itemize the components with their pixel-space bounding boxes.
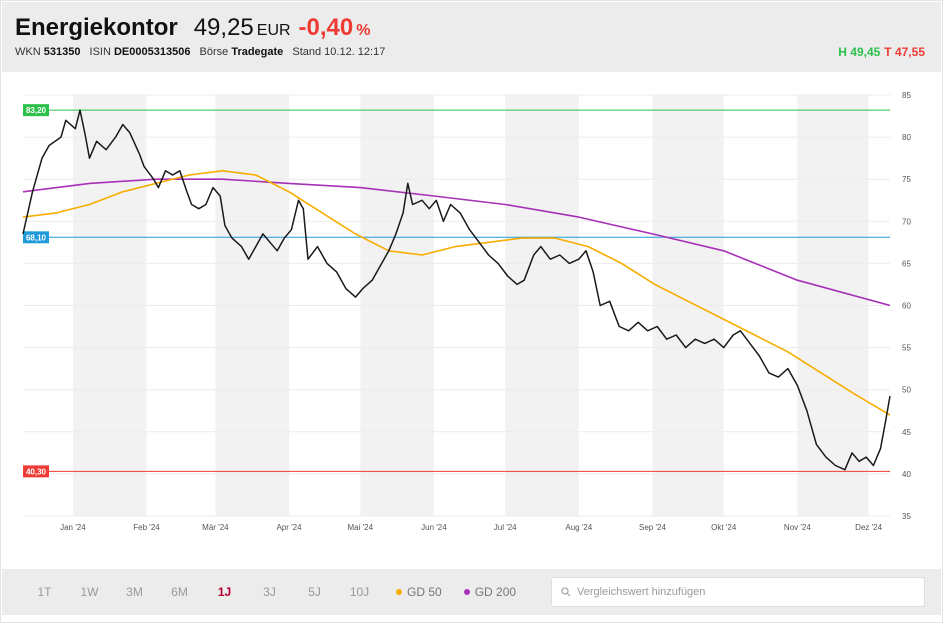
level-badge	[23, 104, 49, 117]
y-tick-label: 50	[902, 386, 911, 395]
level-badge	[23, 231, 49, 244]
x-tick-label: Jan '24	[60, 523, 86, 532]
timestamp: Stand 10.12. 12:17	[292, 46, 386, 58]
price-change-unit: %	[356, 22, 371, 39]
level-label: 40,30	[26, 467, 47, 476]
legend-toggle-gd-200[interactable]: GD 200	[463, 585, 517, 599]
day-range: H 49,45 T 47,55	[838, 45, 925, 59]
compare-search-input[interactable]	[577, 586, 917, 598]
y-tick-label: 55	[902, 344, 911, 353]
chart-legend: GD 50 GD 200	[396, 569, 538, 615]
series-line-gd-50	[22, 170, 891, 416]
price-change: -0,40	[298, 14, 354, 41]
isin-value: DE0005313506	[113, 46, 191, 58]
y-tick-label: 80	[902, 133, 911, 142]
y-tick-label: 70	[902, 217, 911, 226]
y-tick-label: 75	[902, 175, 911, 184]
title-line: Energiekontor 49,25 EUR -0,40%	[15, 14, 370, 42]
y-tick-label: 85	[902, 91, 911, 100]
stock-header: Energiekontor 49,25 EUR -0,40% WKN 531350 I…	[2, 2, 941, 72]
y-tick-label: 45	[902, 428, 911, 437]
x-tick-label: Feb '24	[133, 523, 160, 532]
y-tick-label: 35	[902, 512, 911, 521]
range-button-6m[interactable]: 6M	[171, 585, 188, 599]
range-button-1w[interactable]: 1W	[80, 585, 99, 599]
x-tick-label: Mär '24	[202, 523, 229, 532]
x-tick-label: Mai '24	[348, 523, 374, 532]
day-low: T 47,55	[884, 45, 925, 59]
wkn-value: 531350	[43, 46, 81, 58]
exchange-value: Tradegate	[231, 46, 284, 58]
level-label: 83,20	[26, 106, 47, 115]
range-button-1t[interactable]: 1T	[37, 585, 52, 599]
level-badge	[23, 465, 49, 478]
legend-label: GD 200	[474, 585, 517, 599]
x-tick-label: Apr '24	[276, 523, 302, 532]
compare-search[interactable]	[551, 577, 925, 607]
x-tick-label: Okt '24	[711, 523, 737, 532]
security-meta: WKN 531350 ISIN DE0005313506 Börse Trade…	[15, 46, 385, 58]
x-tick-label: Sep '24	[639, 523, 666, 532]
chart-controls: 1T 1W 3M 6M 1J 3J 5J 10J GD 50 GD 200	[2, 569, 941, 615]
wkn-label: WKN	[15, 46, 41, 58]
y-tick-label: 65	[902, 259, 911, 268]
search-icon	[561, 587, 571, 597]
range-button-5j[interactable]: 5J	[308, 585, 321, 599]
day-high: H 49,45	[838, 45, 881, 59]
exchange-label: Börse	[199, 46, 229, 58]
range-selector: 1T 1W 3M 6M 1J 3J 5J 10J	[22, 569, 382, 615]
isin-label: ISIN	[89, 46, 111, 58]
current-price: 49,25	[193, 14, 254, 41]
legend-dot-icon	[396, 589, 402, 595]
x-tick-label: Dez '24	[855, 523, 882, 532]
currency: EUR	[256, 22, 291, 39]
level-label: 68,10	[26, 233, 47, 242]
x-tick-label: Jun '24	[421, 523, 447, 532]
series-line-kurs	[22, 109, 891, 471]
series-line-gd-200	[22, 178, 891, 307]
legend-toggle-gd-50[interactable]: GD 50	[396, 585, 442, 599]
range-button-3m[interactable]: 3M	[126, 585, 143, 599]
stock-name: Energiekontor	[15, 14, 178, 41]
legend-dot-icon	[463, 589, 470, 595]
range-button-10j[interactable]: 10J	[349, 585, 370, 599]
range-button-1j[interactable]: 1J	[217, 585, 232, 599]
x-tick-label: Jul '24	[494, 523, 517, 532]
x-tick-label: Aug '24	[565, 523, 592, 532]
legend-label: GD 50	[407, 585, 442, 599]
y-tick-label: 60	[902, 302, 911, 311]
range-button-3j[interactable]: 3J	[263, 585, 276, 599]
y-tick-label: 40	[902, 470, 911, 479]
price-chart[interactable]: 35 40 45 50 55 60 65 70 75 80 85 Jan '24 Feb '24 Mär …	[1, 73, 942, 567]
x-tick-label: Nov '24	[784, 523, 811, 532]
